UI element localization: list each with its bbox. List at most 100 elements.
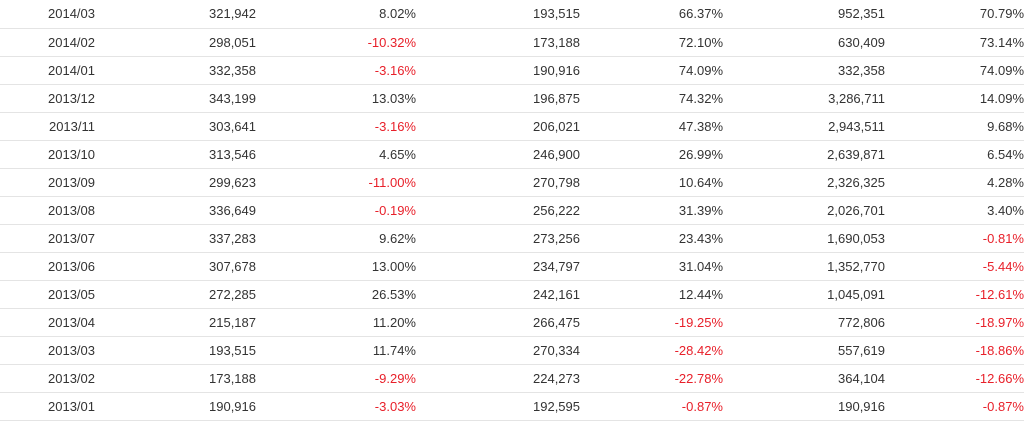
cell-value-1: 299,623 <box>95 168 256 197</box>
cell-percent-1: 13.00% <box>256 252 416 281</box>
cell-value-1: 190,916 <box>95 392 256 421</box>
cell-percent-3: -0.81% <box>885 224 1024 253</box>
cell-percent-3: 9.68% <box>885 112 1024 141</box>
cell-percent-1: 9.62% <box>256 224 416 253</box>
cell-period: 2013/03 <box>0 336 95 365</box>
cell-value-3: 3,286,711 <box>723 84 885 113</box>
cell-value-3: 364,104 <box>723 364 885 393</box>
cell-percent-1: -0.19% <box>256 196 416 225</box>
cell-value-1: 303,641 <box>95 112 256 141</box>
cell-percent-1: -10.32% <box>256 28 416 57</box>
cell-percent-1: -9.29% <box>256 364 416 393</box>
cell-value-1: 298,051 <box>95 28 256 57</box>
cell-value-2: 273,256 <box>416 224 580 253</box>
cell-value-1: 313,546 <box>95 140 256 169</box>
cell-value-3: 630,409 <box>723 28 885 57</box>
cell-percent-3: -12.61% <box>885 280 1024 309</box>
cell-period: 2014/03 <box>0 0 95 29</box>
cell-value-2: 193,515 <box>416 0 580 29</box>
cell-percent-1: 11.74% <box>256 336 416 365</box>
cell-value-2: 246,900 <box>416 140 580 169</box>
cell-percent-2: 12.44% <box>580 280 723 309</box>
cell-value-3: 772,806 <box>723 308 885 337</box>
table-row: 2013/01 190,916 -3.03% 192,595 -0.87% 190,916… <box>0 392 1024 421</box>
table-row: 2013/02 173,188 -9.29% 224,273 -22.78% 364,10… <box>0 364 1024 393</box>
cell-percent-2: -0.87% <box>580 392 723 421</box>
cell-period: 2013/06 <box>0 252 95 281</box>
cell-period: 2013/08 <box>0 196 95 225</box>
cell-value-2: 234,797 <box>416 252 580 281</box>
cell-value-2: 266,475 <box>416 308 580 337</box>
cell-percent-2: 66.37% <box>580 0 723 29</box>
cell-value-2: 224,273 <box>416 364 580 393</box>
cell-value-2: 192,595 <box>416 392 580 421</box>
cell-value-1: 272,285 <box>95 280 256 309</box>
cell-period: 2014/02 <box>0 28 95 57</box>
cell-value-1: 343,199 <box>95 84 256 113</box>
cell-percent-1: -3.03% <box>256 392 416 421</box>
cell-period: 2013/09 <box>0 168 95 197</box>
table-row: 2013/03 193,515 11.74% 270,334 -28.42% 557,61… <box>0 336 1024 365</box>
table-row: 2014/01 332,358 -3.16% 190,916 74.09% 332,358… <box>0 56 1024 85</box>
cell-period: 2013/11 <box>0 112 95 141</box>
cell-percent-3: -18.86% <box>885 336 1024 365</box>
cell-value-3: 557,619 <box>723 336 885 365</box>
cell-percent-2: -22.78% <box>580 364 723 393</box>
cell-value-2: 190,916 <box>416 56 580 85</box>
cell-value-2: 206,021 <box>416 112 580 141</box>
cell-percent-3: -0.87% <box>885 392 1024 421</box>
cell-percent-2: 31.04% <box>580 252 723 281</box>
table-row: 2014/03 321,942 8.02% 193,515 66.37% 952,351 7… <box>0 0 1024 29</box>
cell-value-3: 1,045,091 <box>723 280 885 309</box>
cell-value-2: 196,875 <box>416 84 580 113</box>
cell-percent-3: -18.97% <box>885 308 1024 337</box>
table-row: 2013/08 336,649 -0.19% 256,222 31.39% 2,026,7… <box>0 196 1024 225</box>
cell-value-2: 242,161 <box>416 280 580 309</box>
cell-value-2: 270,334 <box>416 336 580 365</box>
cell-value-1: 332,358 <box>95 56 256 85</box>
cell-value-2: 270,798 <box>416 168 580 197</box>
cell-percent-3: -12.66% <box>885 364 1024 393</box>
cell-period: 2013/01 <box>0 392 95 421</box>
cell-value-1: 337,283 <box>95 224 256 253</box>
cell-value-3: 952,351 <box>723 0 885 29</box>
cell-percent-1: -3.16% <box>256 56 416 85</box>
cell-value-1: 193,515 <box>95 336 256 365</box>
cell-percent-3: 6.54% <box>885 140 1024 169</box>
cell-value-1: 336,649 <box>95 196 256 225</box>
cell-percent-3: 14.09% <box>885 84 1024 113</box>
cell-value-1: 321,942 <box>95 0 256 29</box>
cell-value-3: 190,916 <box>723 392 885 421</box>
table-row: 2013/11 303,641 -3.16% 206,021 47.38% 2,943,5… <box>0 112 1024 141</box>
cell-value-2: 256,222 <box>416 196 580 225</box>
cell-percent-3: 4.28% <box>885 168 1024 197</box>
table-row: 2014/02 298,051 -10.32% 173,188 72.10% 630,40… <box>0 28 1024 57</box>
cell-percent-2: 47.38% <box>580 112 723 141</box>
cell-period: 2014/01 <box>0 56 95 85</box>
cell-period: 2013/04 <box>0 308 95 337</box>
cell-percent-3: 3.40% <box>885 196 1024 225</box>
cell-value-1: 307,678 <box>95 252 256 281</box>
cell-percent-2: 23.43% <box>580 224 723 253</box>
cell-percent-1: -3.16% <box>256 112 416 141</box>
cell-percent-3: -5.44% <box>885 252 1024 281</box>
cell-value-1: 215,187 <box>95 308 256 337</box>
cell-value-3: 2,639,871 <box>723 140 885 169</box>
cell-value-3: 2,326,325 <box>723 168 885 197</box>
cell-percent-1: 4.65% <box>256 140 416 169</box>
table-row: 2013/05 272,285 26.53% 242,161 12.44% 1,045,0… <box>0 280 1024 309</box>
cell-percent-3: 73.14% <box>885 28 1024 57</box>
cell-percent-1: 8.02% <box>256 0 416 29</box>
cell-percent-2: 72.10% <box>580 28 723 57</box>
table-row: 2013/06 307,678 13.00% 234,797 31.04% 1,352,7… <box>0 252 1024 281</box>
cell-percent-2: -28.42% <box>580 336 723 365</box>
cell-percent-1: 11.20% <box>256 308 416 337</box>
cell-period: 2013/02 <box>0 364 95 393</box>
cell-period: 2013/12 <box>0 84 95 113</box>
cell-value-2: 173,188 <box>416 28 580 57</box>
cell-value-3: 332,358 <box>723 56 885 85</box>
cell-value-3: 1,352,770 <box>723 252 885 281</box>
cell-percent-2: 74.32% <box>580 84 723 113</box>
table-row: 2013/04 215,187 11.20% 266,475 -19.25% 772,80… <box>0 308 1024 337</box>
cell-percent-1: 13.03% <box>256 84 416 113</box>
